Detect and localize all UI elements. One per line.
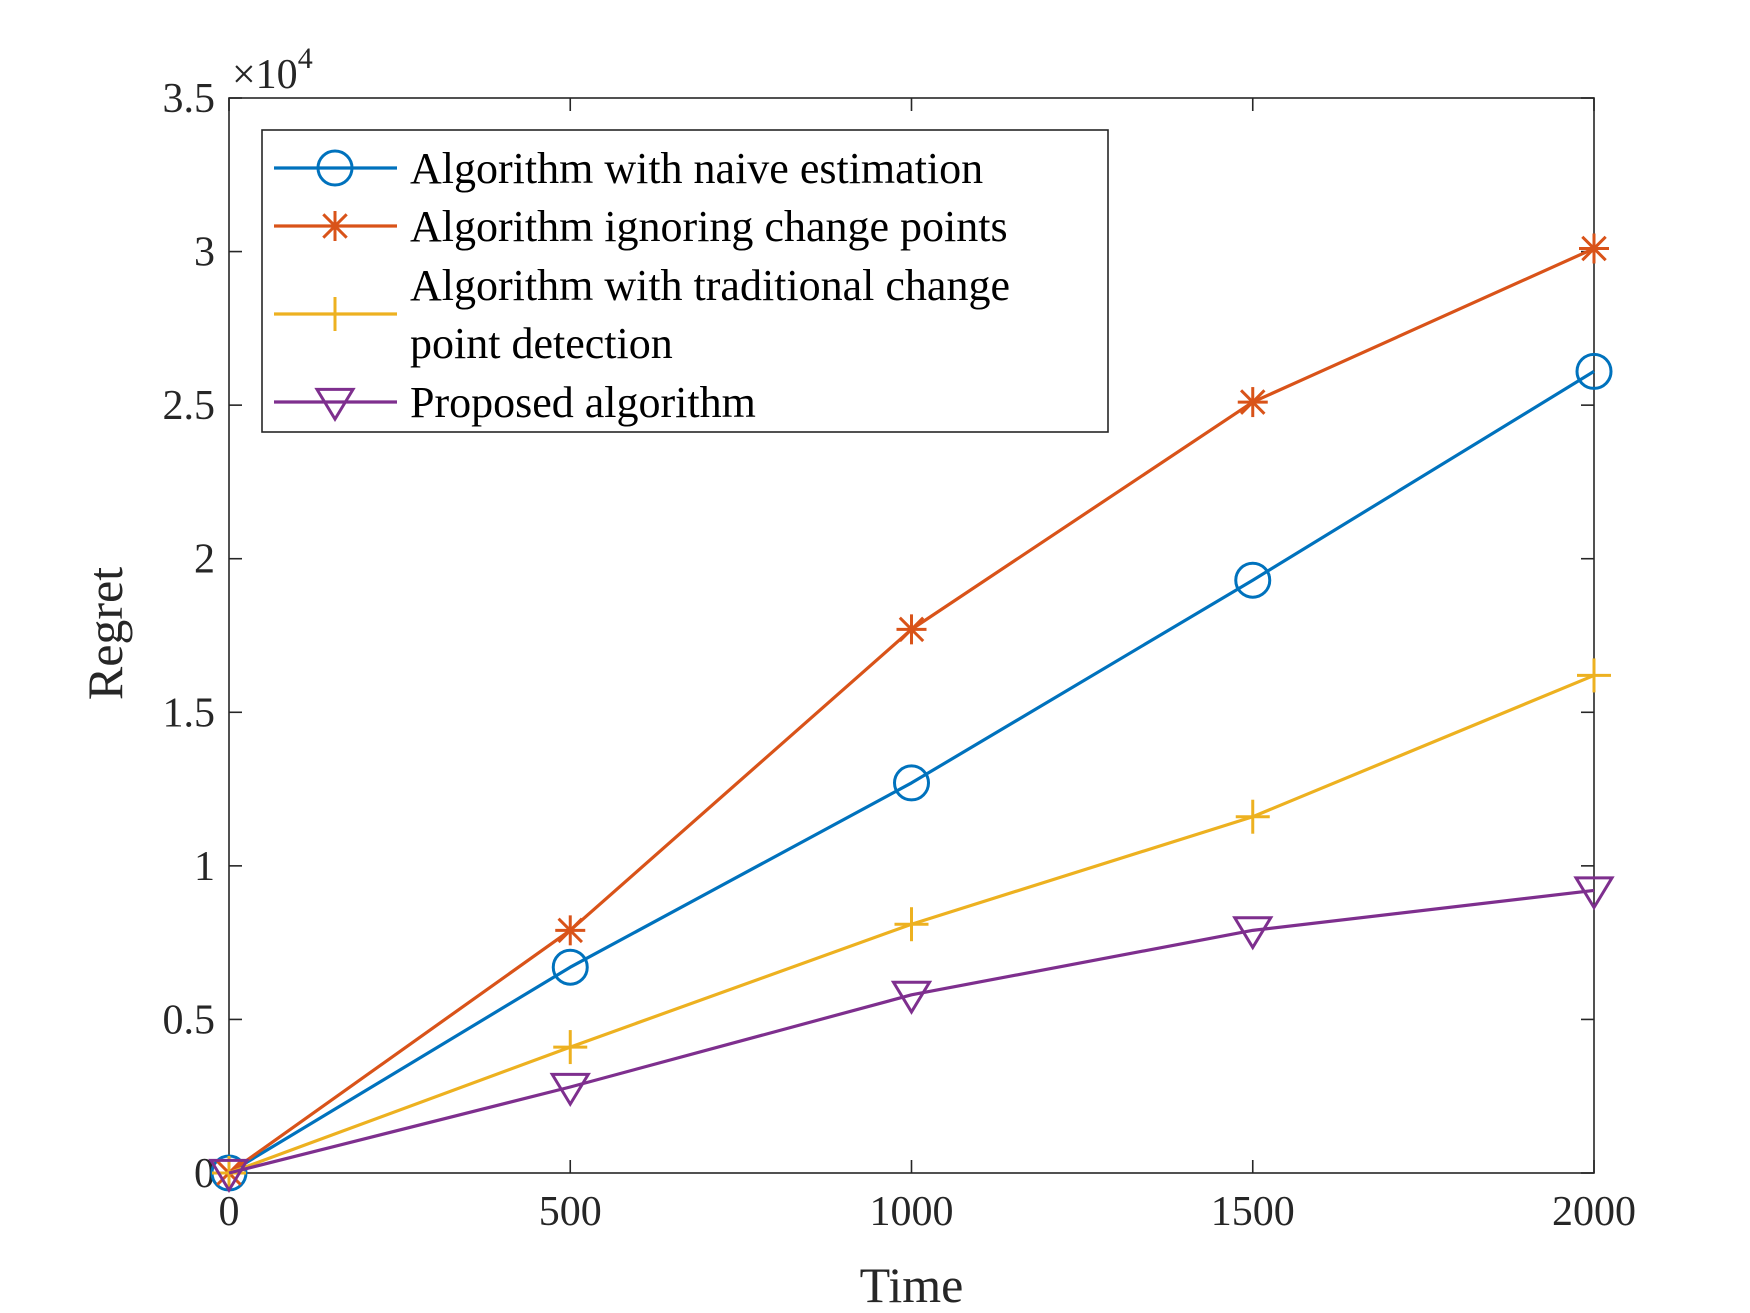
data-point (1577, 658, 1611, 693)
series-line (228, 888, 1595, 1175)
data-point (1235, 799, 1270, 834)
legend-marker (320, 211, 350, 241)
legend-marker (314, 387, 356, 422)
x-tick-label: 1000 (870, 1189, 954, 1235)
legend-marker (318, 297, 352, 331)
data-point (549, 1072, 591, 1107)
legend-label: Algorithm with naive estimation (410, 144, 983, 193)
x-axis-title: Time (860, 1257, 964, 1313)
data-point (553, 1030, 588, 1065)
legend-label: Algorithm with traditional change (410, 261, 1010, 310)
data-point (1573, 876, 1615, 911)
data-point (894, 907, 929, 942)
y-exponent-prefix: ×10 (232, 52, 298, 98)
y-tick-label: 1 (194, 844, 215, 890)
data-point (555, 915, 586, 946)
legend-entry: Algorithm with naive estimation (274, 144, 983, 193)
asterisk-stroke (322, 213, 348, 239)
series-4 (208, 876, 1615, 1193)
y-tick-label: 2.5 (163, 383, 216, 429)
series-layer (208, 233, 1615, 1193)
data-point (1575, 352, 1613, 390)
x-tick-label: 0 (219, 1189, 240, 1235)
circle-marker (316, 149, 354, 187)
triangle-marker (549, 1072, 591, 1107)
legend-entry: Proposed algorithm (274, 378, 756, 427)
legend-entry: Algorithm with traditional change point d… (274, 261, 1010, 368)
circle-marker (1575, 352, 1613, 390)
circle-marker (1234, 561, 1272, 599)
legend-label: Proposed algorithm (410, 378, 756, 427)
asterisk-stroke (1581, 235, 1607, 262)
data-point (1237, 387, 1268, 418)
triangle-marker (314, 387, 356, 422)
data-point (890, 980, 933, 1015)
triangle-marker (890, 980, 933, 1015)
asterisk-stroke (1239, 389, 1266, 415)
axis-ticks: 0 500 1000 1500 2000 0 0.5 1 1.5 2 2.5 3 3.5 (163, 76, 1637, 1235)
legend-entry: Algorithm ignoring change points (274, 202, 1008, 251)
x-tick-label: 1500 (1211, 1189, 1295, 1235)
x-tick-label: 500 (539, 1189, 602, 1235)
data-point (1234, 561, 1272, 599)
y-exponent-power: 4 (298, 42, 313, 75)
data-point (551, 948, 589, 986)
y-axis-exponent: ×104 (232, 42, 313, 98)
legend-label: Algorithm ignoring change points (410, 202, 1008, 251)
data-point (893, 764, 930, 802)
y-tick-label: 3 (194, 230, 215, 276)
legend: Algorithm with naive estimation Algorithm… (261, 129, 1109, 433)
y-tick-label: 2 (194, 537, 215, 583)
triangle-marker (1573, 876, 1615, 911)
data-point (896, 614, 927, 645)
x-tick-label: 2000 (1552, 1189, 1636, 1235)
data-point (1579, 233, 1609, 264)
data-point (208, 1158, 250, 1193)
circle-marker (551, 948, 589, 986)
series-line (228, 369, 1595, 1175)
legend-label: point detection (410, 319, 673, 368)
y-tick-label: 3.5 (163, 76, 216, 122)
y-tick-label: 0 (194, 1151, 215, 1197)
y-tick-label: 0.5 (163, 997, 216, 1043)
data-point (1232, 916, 1274, 951)
asterisk-stroke (898, 616, 925, 643)
legend-box (261, 129, 1109, 433)
y-axis-title: Regret (77, 567, 133, 700)
circle-marker (893, 764, 930, 802)
legend-marker (316, 149, 354, 187)
asterisk-stroke (557, 917, 584, 944)
triangle-marker (208, 1158, 250, 1193)
y-tick-label: 1.5 (163, 690, 216, 736)
triangle-marker (1232, 916, 1274, 951)
